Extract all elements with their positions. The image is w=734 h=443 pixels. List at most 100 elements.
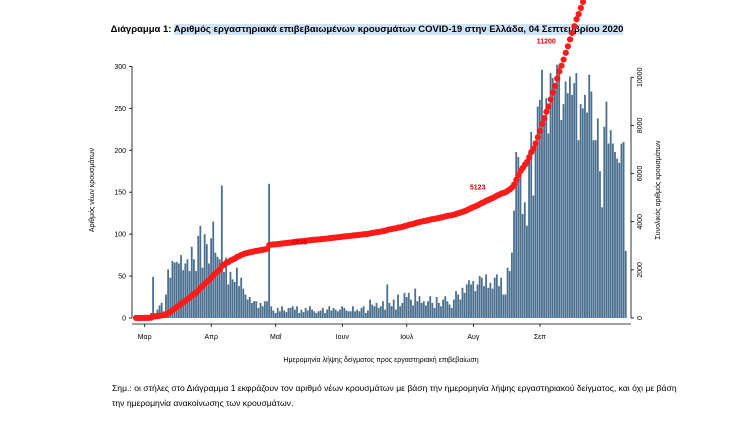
bar bbox=[317, 311, 320, 318]
bar bbox=[270, 306, 273, 318]
bar bbox=[377, 307, 380, 318]
bar bbox=[255, 301, 258, 318]
bar bbox=[444, 296, 447, 318]
bar bbox=[455, 291, 457, 318]
bar bbox=[229, 271, 232, 318]
bar bbox=[536, 106, 539, 319]
bar bbox=[596, 118, 599, 318]
bar bbox=[293, 309, 296, 318]
bar bbox=[564, 81, 567, 318]
bar bbox=[498, 286, 500, 318]
bar bbox=[259, 302, 262, 318]
cumulative-point bbox=[577, 4, 584, 12]
bar bbox=[392, 299, 395, 318]
bar bbox=[487, 287, 490, 318]
x-tick-label: Αυγ bbox=[467, 334, 479, 341]
bar bbox=[510, 252, 513, 318]
bar bbox=[508, 271, 511, 318]
bar bbox=[478, 276, 481, 318]
bar bbox=[379, 306, 382, 318]
bar bbox=[403, 292, 406, 318]
axis-ticks: 0 50 100 150 200 250 300 0 2000 4000 6000 8000 10000… bbox=[114, 64, 644, 341]
bar bbox=[341, 306, 344, 318]
bar-series bbox=[135, 64, 627, 319]
bar bbox=[590, 91, 593, 318]
bar bbox=[573, 83, 576, 318]
bar bbox=[416, 301, 419, 318]
bar bbox=[440, 306, 442, 318]
bar bbox=[519, 173, 522, 318]
bar bbox=[386, 284, 389, 318]
bar bbox=[334, 309, 337, 318]
bar bbox=[474, 291, 477, 318]
bar bbox=[495, 274, 498, 318]
bar bbox=[328, 306, 331, 318]
bar bbox=[442, 299, 445, 318]
bar bbox=[212, 221, 215, 318]
chart-title: Διάγραμμα 1: Αριθμός εργαστηριακά επιβεβ… bbox=[0, 24, 734, 35]
bar bbox=[566, 93, 569, 318]
bar bbox=[218, 259, 221, 318]
bar bbox=[263, 301, 266, 318]
bar bbox=[298, 312, 301, 318]
bar bbox=[306, 310, 309, 318]
bar bbox=[521, 214, 524, 318]
bar bbox=[553, 83, 556, 318]
bar bbox=[614, 151, 616, 318]
bar bbox=[171, 260, 174, 318]
bar bbox=[437, 302, 440, 318]
cumulative-point bbox=[558, 62, 565, 69]
bar bbox=[302, 312, 305, 318]
bar bbox=[240, 277, 243, 318]
bar bbox=[485, 274, 487, 318]
bar bbox=[532, 195, 535, 318]
bar bbox=[336, 311, 339, 318]
bar bbox=[599, 171, 601, 318]
cumulative-point bbox=[562, 49, 569, 56]
y2-tick-label: 10000 bbox=[637, 67, 644, 87]
cumulative-point bbox=[543, 108, 550, 115]
bar bbox=[489, 282, 492, 318]
bar bbox=[549, 73, 552, 318]
cumulative-series bbox=[132, 0, 587, 322]
bar bbox=[180, 255, 182, 318]
x-tick-label: Μαρ bbox=[138, 334, 152, 341]
bar bbox=[223, 271, 225, 318]
bar bbox=[343, 307, 346, 318]
cumulative-point bbox=[511, 181, 518, 188]
bar bbox=[304, 307, 307, 318]
bar bbox=[502, 294, 505, 318]
bar bbox=[568, 76, 571, 318]
bar bbox=[530, 131, 533, 318]
bar bbox=[399, 306, 402, 318]
bar bbox=[354, 311, 356, 318]
cumulative-point bbox=[571, 23, 578, 30]
bar bbox=[427, 301, 429, 318]
bar bbox=[547, 133, 550, 318]
bar bbox=[470, 284, 472, 318]
bar bbox=[184, 263, 187, 318]
bar bbox=[528, 151, 530, 318]
cumulative-point bbox=[573, 16, 580, 23]
bar bbox=[291, 306, 294, 318]
bar bbox=[360, 307, 363, 318]
bar bbox=[394, 309, 397, 318]
bar bbox=[601, 207, 604, 318]
bar bbox=[526, 225, 528, 318]
bar bbox=[225, 257, 228, 318]
bar bbox=[261, 306, 264, 318]
bar bbox=[193, 259, 195, 318]
bar bbox=[545, 98, 548, 318]
cumulative-point bbox=[539, 120, 546, 128]
bar bbox=[468, 280, 470, 318]
bar bbox=[616, 158, 619, 318]
bar bbox=[369, 299, 371, 318]
bar bbox=[410, 299, 412, 318]
bar bbox=[513, 210, 515, 318]
bar bbox=[592, 140, 595, 318]
bar bbox=[289, 307, 292, 318]
bar bbox=[364, 312, 367, 318]
bar bbox=[431, 302, 434, 318]
bar bbox=[321, 307, 324, 318]
bar bbox=[257, 307, 260, 318]
